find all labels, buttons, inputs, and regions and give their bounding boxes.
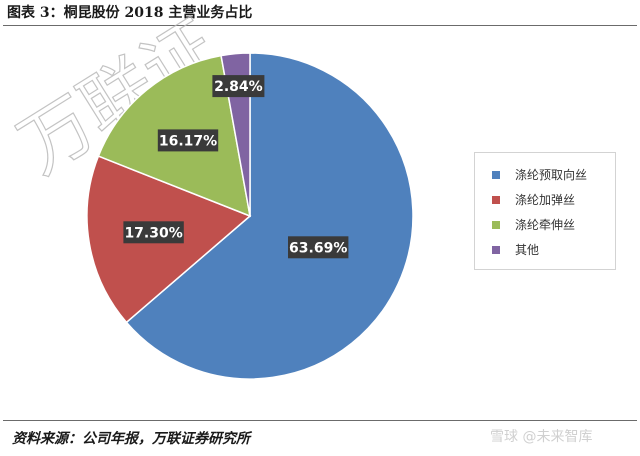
bottom-rule (3, 420, 637, 421)
data-label-text: 17.30% (124, 225, 182, 241)
legend-label: 涤纶加弹丝 (515, 193, 576, 207)
data-label-box (212, 75, 265, 98)
chart-title: 图表 3：桐昆股份 2018 主营业务占比 (7, 5, 253, 21)
data-label-box (157, 129, 219, 152)
pie-slices (86, 52, 414, 380)
data-label-box (288, 236, 349, 259)
pie-data-labels: 63.69% 17.30% 16.17% 2.84% (123, 75, 349, 259)
data-label: 17.30% (123, 221, 184, 244)
legend-label: 其他 (515, 243, 540, 257)
legend: 涤纶预取向丝 涤纶加弹丝 涤纶牵伸丝 其他 (474, 152, 616, 270)
legend-item: 其他 (475, 237, 615, 262)
data-label: 63.69% (288, 236, 349, 259)
legend-label: 涤纶牵伸丝 (515, 218, 576, 232)
data-label-box (123, 221, 184, 244)
data-label-text: 16.17% (159, 133, 217, 149)
legend-swatch (492, 170, 500, 179)
legend-label: 涤纶预取向丝 (515, 168, 588, 182)
source-note: 资料来源：公司年报，万联证券研究所 (12, 431, 250, 447)
data-label-text: 2.84% (214, 79, 263, 95)
data-label: 2.84% (212, 75, 265, 98)
legend-swatch (492, 245, 500, 254)
pie-slice (125, 52, 414, 380)
footer-logo: 雪球 @未来智库 (490, 429, 593, 445)
data-label-text: 63.69% (289, 240, 347, 256)
legend-item: 涤纶预取向丝 (475, 162, 615, 187)
legend-item: 涤纶牵伸丝 (475, 212, 615, 237)
legend-item: 涤纶加弹丝 (475, 187, 615, 212)
legend-swatch (492, 220, 500, 229)
top-rule (3, 25, 637, 26)
legend-swatch (492, 195, 500, 204)
data-label: 16.17% (157, 129, 219, 152)
